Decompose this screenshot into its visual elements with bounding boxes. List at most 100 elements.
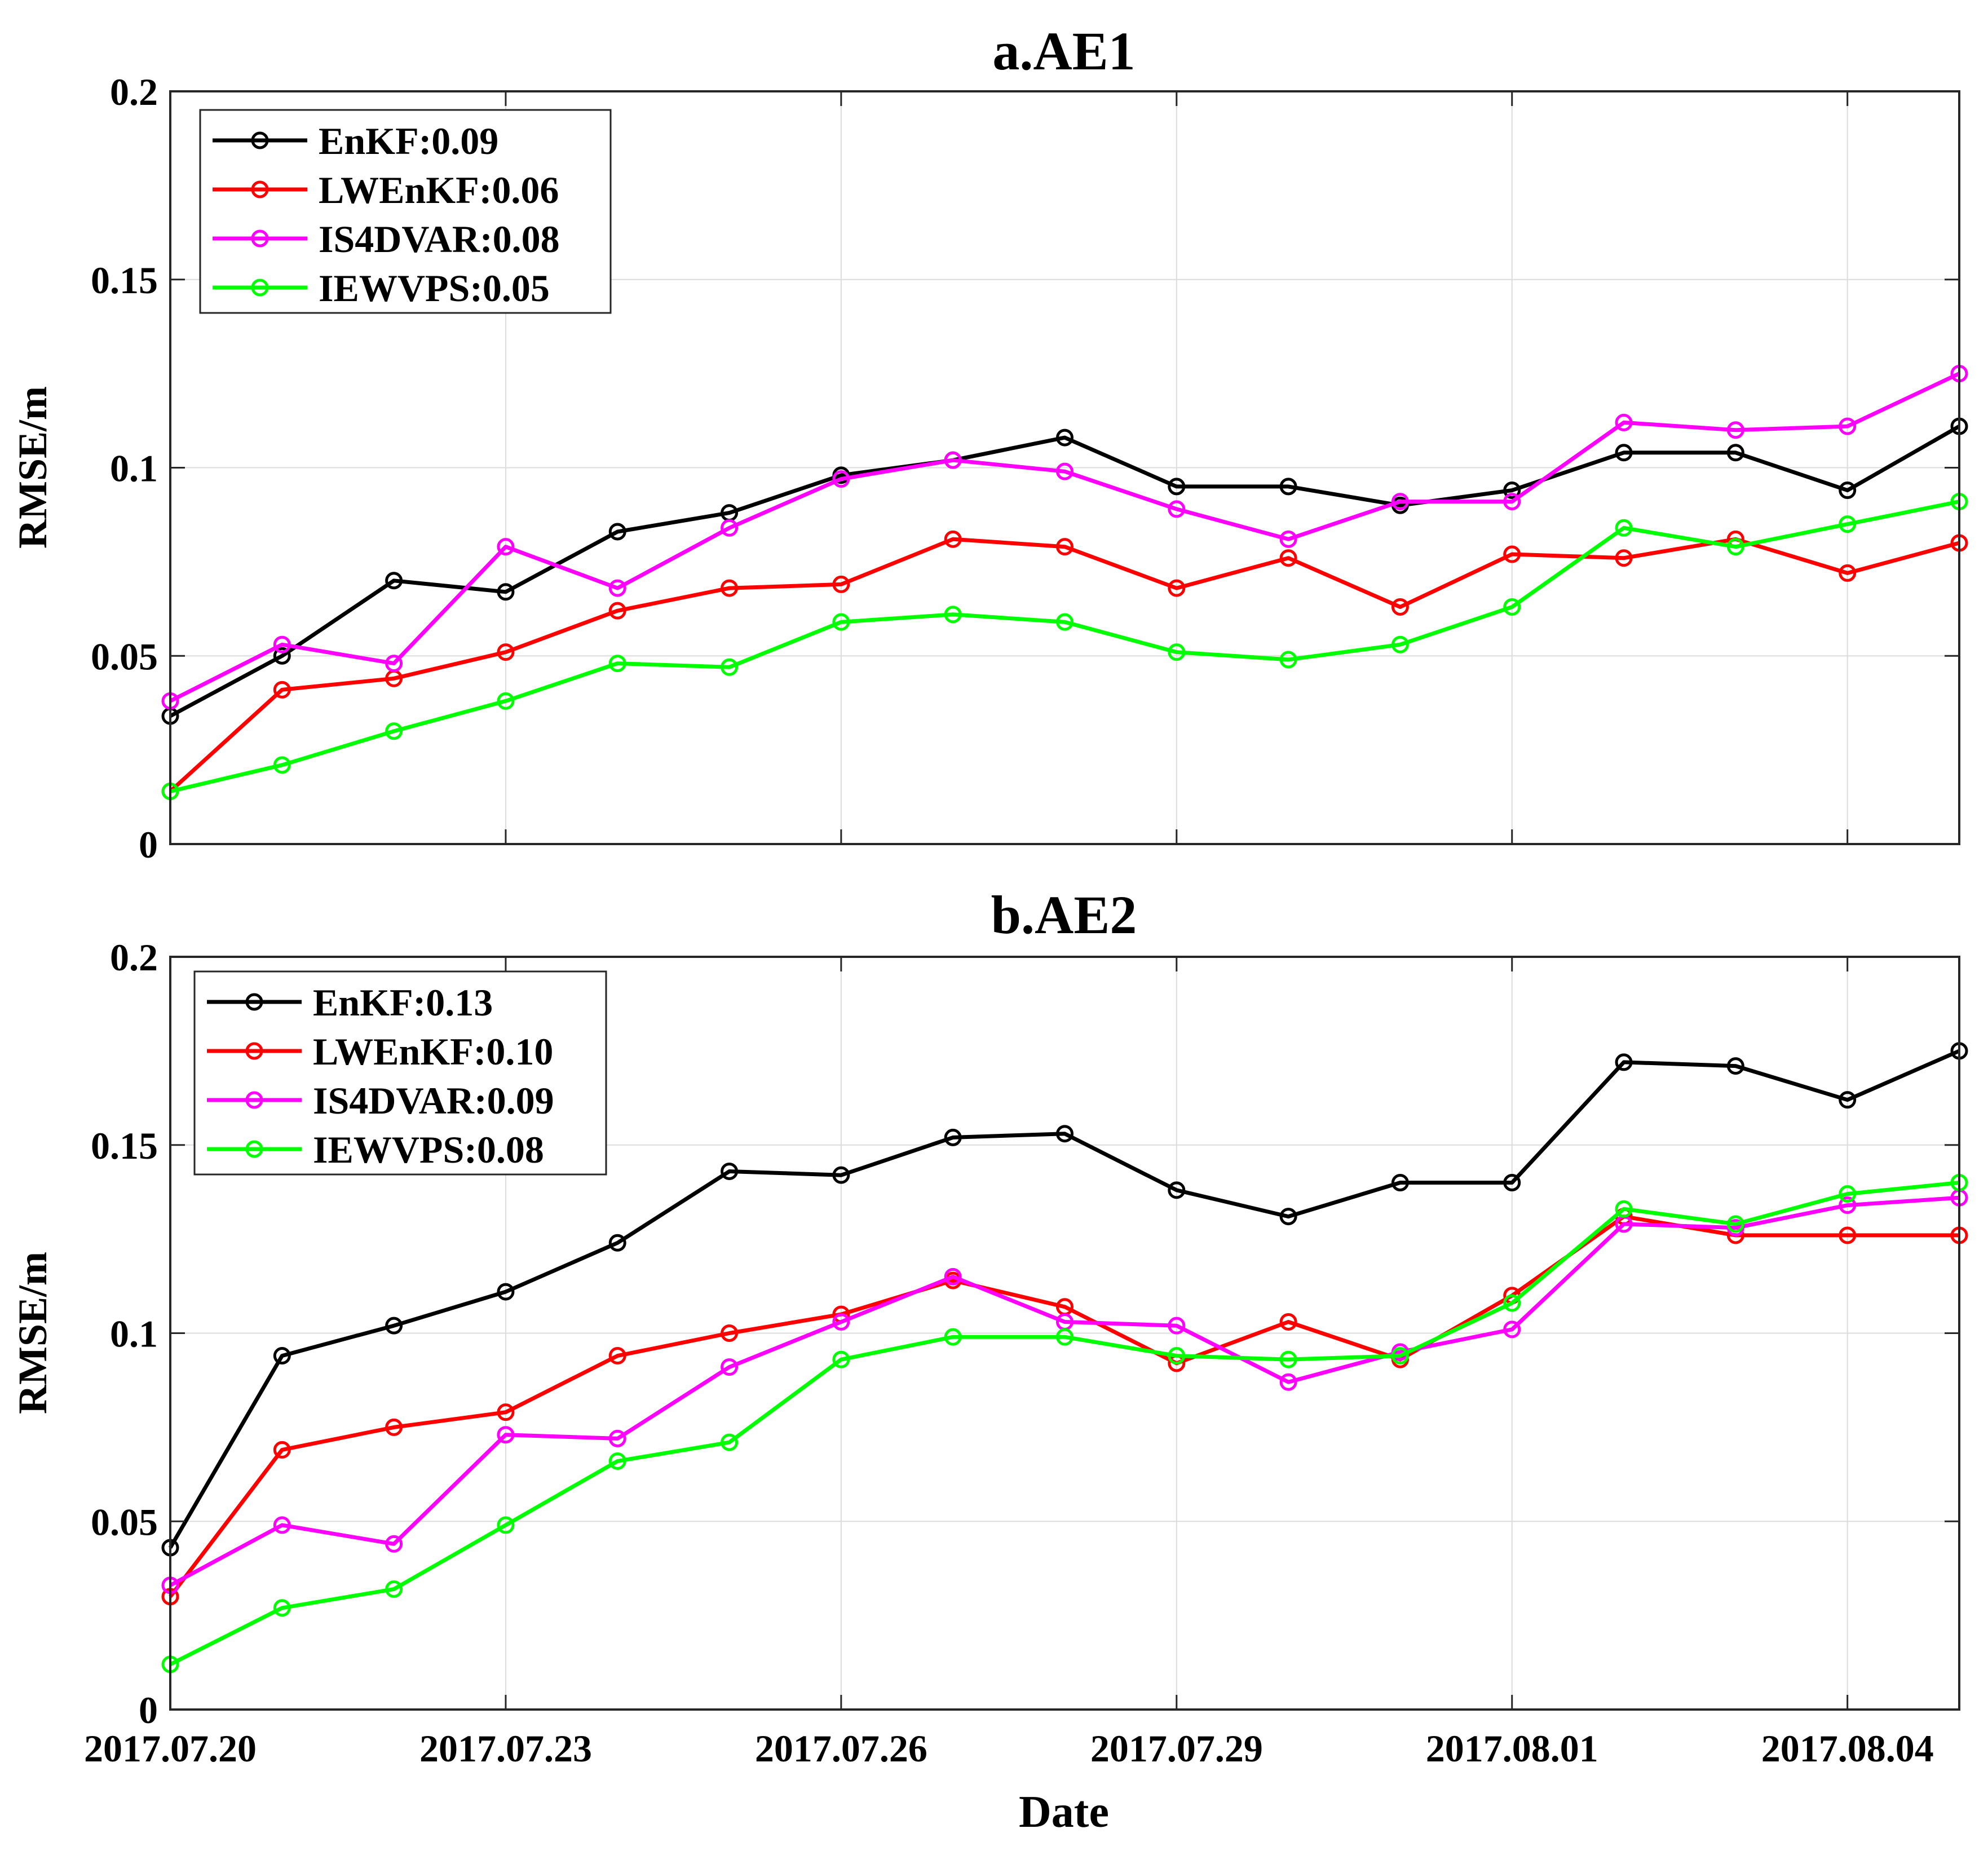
legend-entry: EnKF:0.13	[207, 981, 493, 1024]
x-tick-label: 2017.07.23	[419, 1727, 592, 1770]
legend-entry: EnKF:0.09	[213, 120, 498, 162]
data-point	[1503, 545, 1521, 563]
data-point	[1391, 1174, 1409, 1191]
y-tick-label: 0.2	[110, 70, 158, 113]
legend-entry: LWEnKF:0.10	[207, 1030, 553, 1073]
data-point	[497, 1516, 515, 1534]
legend-label: EnKF:0.13	[313, 981, 493, 1024]
data-point	[832, 575, 850, 593]
data-point	[608, 523, 626, 541]
legend-label: LWEnKF:0.06	[319, 169, 559, 211]
legend-entry: IEWVPS:0.05	[213, 267, 550, 310]
x-tick-label: 2017.08.01	[1426, 1727, 1598, 1770]
panel-a-ticks: 0 0.05 0.1 0.15 0.2	[91, 70, 1959, 866]
legend-box	[199, 109, 612, 314]
data-point	[944, 606, 962, 624]
data-point	[832, 613, 850, 631]
data-point	[1168, 643, 1186, 661]
data-point	[1503, 1174, 1521, 1191]
data-point	[1279, 1208, 1297, 1226]
y-tick-label: 0	[139, 1689, 158, 1732]
y-tick-label: 0.1	[110, 447, 158, 490]
y-tick-label: 0.15	[91, 259, 158, 302]
data-point	[273, 1599, 291, 1617]
series-iewvps	[161, 1174, 1968, 1673]
series-line	[169, 1181, 1960, 1667]
series-line	[169, 1195, 1960, 1587]
data-point	[608, 579, 626, 597]
legend-swatch-marker	[245, 1140, 263, 1158]
data-point	[1168, 1181, 1186, 1199]
data-point	[1279, 549, 1297, 567]
panel-b-title: b.AE2	[991, 885, 1137, 945]
legend-swatch-marker	[251, 131, 269, 149]
panel-b-ylabel: RMSE/m	[10, 1252, 55, 1414]
data-point	[1726, 421, 1744, 439]
data-point	[273, 1516, 291, 1534]
x-tick-label: 2017.07.29	[1090, 1727, 1263, 1770]
data-point	[385, 1535, 403, 1553]
legend-swatch-marker	[251, 279, 269, 297]
data-point	[1503, 493, 1521, 511]
y-tick-label: 0.2	[110, 936, 158, 979]
data-point	[721, 1433, 739, 1451]
x-axis-label: Date	[1019, 1787, 1109, 1837]
legend-swatch-marker	[245, 1042, 263, 1060]
data-point	[1279, 651, 1297, 669]
data-point	[944, 1128, 962, 1146]
data-point	[1726, 444, 1744, 462]
data-point	[1168, 1347, 1186, 1365]
data-point	[608, 655, 626, 673]
data-point	[1503, 598, 1521, 616]
data-point	[721, 1324, 739, 1342]
panel-b-series	[161, 1042, 1968, 1673]
panel-b-legend: EnKF:0.13 LWEnKF:0.10 IS4DVAR:0.09 IEWVPS:0…	[193, 970, 607, 1176]
panel-b-xtick-labels: 2017.07.20 2017.07.23 2017.07.26 2017.07.29…	[84, 1727, 1934, 1770]
series-is4dvar	[161, 365, 1968, 710]
data-point	[1615, 1200, 1633, 1218]
data-point	[1168, 478, 1186, 496]
data-point	[832, 1350, 850, 1368]
data-point	[608, 1452, 626, 1470]
data-point	[944, 1267, 962, 1286]
legend-label: LWEnKF:0.10	[313, 1030, 553, 1073]
data-point	[497, 583, 515, 601]
data-point	[1279, 1313, 1297, 1331]
data-point	[1839, 1185, 1857, 1203]
data-point	[1391, 598, 1409, 616]
data-point	[1839, 1196, 1857, 1214]
x-tick-label: 2017.08.04	[1761, 1727, 1934, 1770]
data-point	[1056, 613, 1073, 631]
data-point	[608, 1234, 626, 1252]
data-point	[721, 1162, 739, 1180]
data-point	[1839, 1226, 1857, 1244]
data-point	[832, 1313, 850, 1331]
panel-b-ticks: 0 0.05 0.1 0.15 0.2	[91, 936, 1959, 1732]
data-point	[1503, 482, 1521, 500]
legend-swatch-marker	[251, 229, 269, 248]
legend-label: IEWVPS:0.05	[319, 267, 550, 310]
data-point	[721, 658, 739, 676]
x-tick-label: 2017.07.26	[755, 1727, 927, 1770]
data-point	[1615, 1053, 1633, 1071]
legend-entry: LWEnKF:0.06	[213, 169, 559, 211]
data-point	[1839, 564, 1857, 582]
data-point	[1615, 519, 1633, 537]
panel-a-legend: EnKF:0.09 LWEnKF:0.06 IS4DVAR:0.08 IEWVPS:0…	[199, 109, 612, 314]
data-point	[385, 1317, 403, 1335]
data-point	[608, 1429, 626, 1447]
panel-a: a.AE1 0 0.05 0.1 0.15 0.2 RMSE/m EnKF:0.09 LW…	[10, 21, 1968, 866]
data-point	[1279, 478, 1297, 496]
data-point	[721, 579, 739, 597]
data-point	[497, 538, 515, 556]
data-point	[608, 602, 626, 620]
data-point	[944, 530, 962, 548]
data-point	[385, 572, 403, 590]
y-tick-label: 0.15	[91, 1124, 158, 1167]
y-tick-label: 0.05	[91, 1500, 158, 1543]
data-point	[1168, 579, 1186, 597]
data-point	[944, 1328, 962, 1346]
data-point	[1726, 1057, 1744, 1075]
data-point	[608, 1347, 626, 1365]
data-point	[721, 519, 739, 537]
